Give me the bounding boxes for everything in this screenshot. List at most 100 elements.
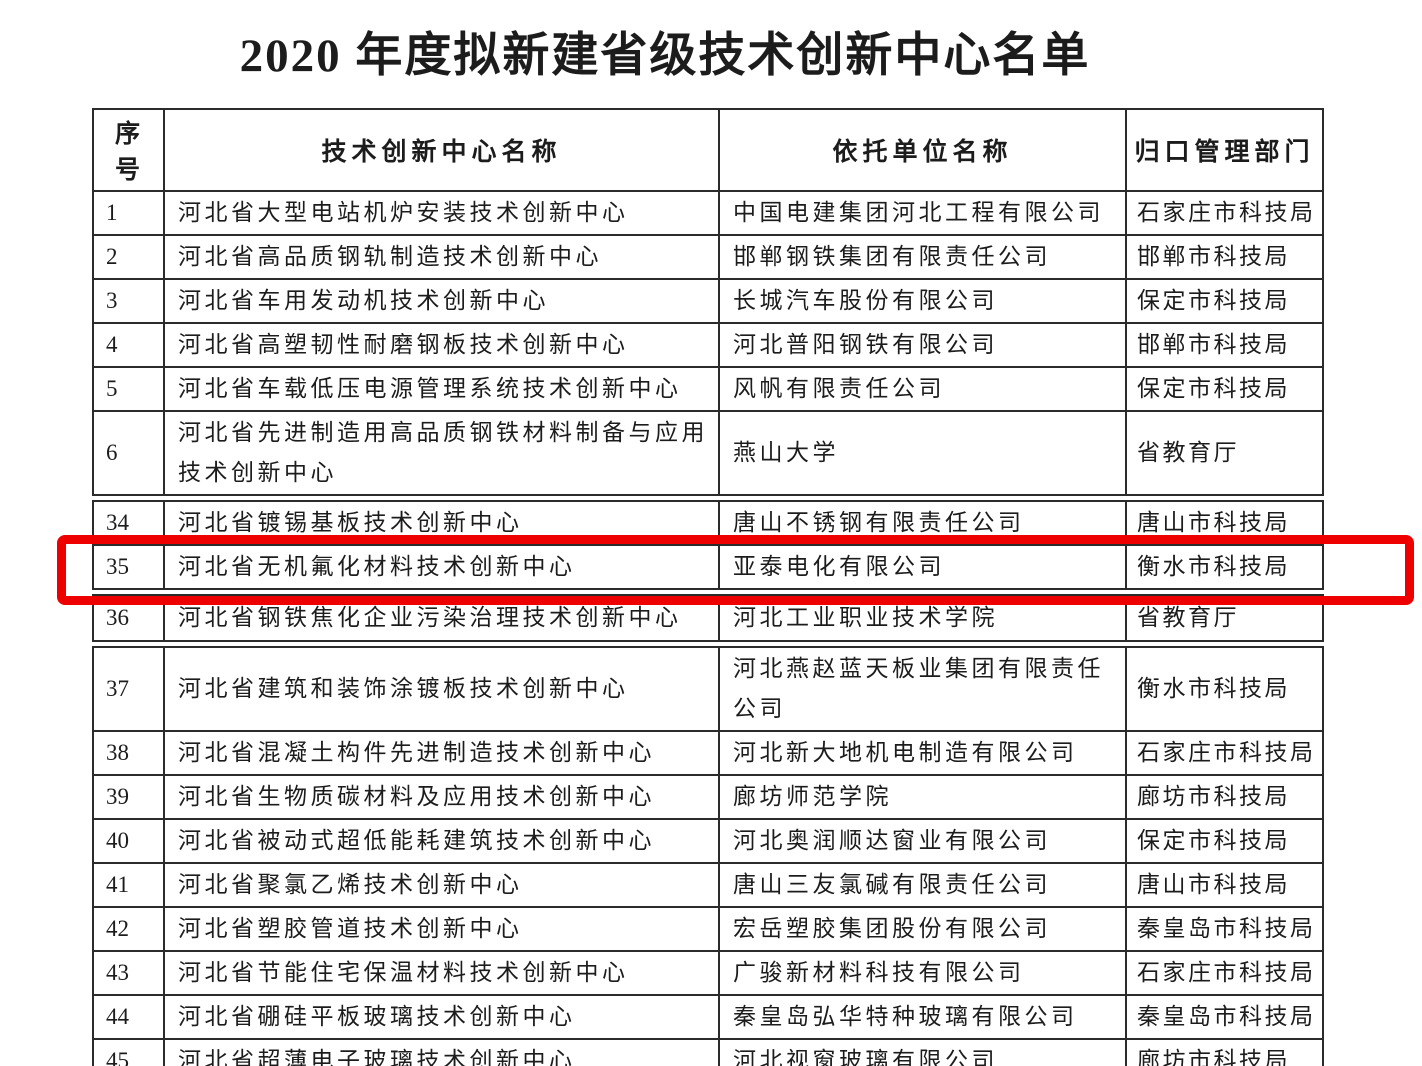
cell-serial-number: 3: [92, 278, 165, 324]
table-section-rows-34-35: 34 河北省镀锡基板技术创新中心 唐山不锈钢有限责任公司 唐山市科技局 35 河…: [92, 500, 1324, 590]
cell-managing-department: 秦皇岛市科技局: [1125, 906, 1324, 952]
table-row: 2 河北省高品质钢轨制造技术创新中心 邯郸钢铁集团有限责任公司 邯郸市科技局: [92, 234, 1324, 280]
cell-managing-department: 廊坊市科技局: [1125, 1038, 1324, 1066]
cell-managing-department: 衡水市科技局: [1125, 544, 1324, 590]
cell-managing-department: 保定市科技局: [1125, 366, 1324, 412]
table-row: 39 河北省生物质碳材料及应用技术创新中心 廊坊师范学院 廊坊市科技局: [92, 774, 1324, 820]
cell-supporting-unit: 河北奥润顺达窗业有限公司: [718, 818, 1127, 864]
table-row: 4 河北省高塑韧性耐磨钢板技术创新中心 河北普阳钢铁有限公司 邯郸市科技局: [92, 322, 1324, 368]
cell-center-name: 河北省车载低压电源管理系统技术创新中心: [163, 366, 720, 412]
cell-center-name: 河北省生物质碳材料及应用技术创新中心: [163, 774, 720, 820]
cell-center-name: 河北省建筑和装饰涂镀板技术创新中心: [163, 646, 720, 732]
cell-center-name: 河北省车用发动机技术创新中心: [163, 278, 720, 324]
cell-serial-number: 41: [92, 862, 165, 908]
table-row: 44 河北省硼硅平板玻璃技术创新中心 秦皇岛弘华特种玻璃有限公司 秦皇岛市科技局: [92, 994, 1324, 1040]
table-row: 42 河北省塑胶管道技术创新中心 宏岳塑胶集团股份有限公司 秦皇岛市科技局: [92, 906, 1324, 952]
cell-serial-number: 45: [92, 1038, 165, 1066]
cell-supporting-unit: 河北普阳钢铁有限公司: [718, 322, 1127, 368]
cell-serial-number: 5: [92, 366, 165, 412]
cell-managing-department: 省教育厅: [1125, 410, 1324, 496]
cell-center-name: 河北省聚氯乙烯技术创新中心: [163, 862, 720, 908]
cell-managing-department: 秦皇岛市科技局: [1125, 994, 1324, 1040]
table-row: 36 河北省钢铁焦化企业污染治理技术创新中心 河北工业职业技术学院 省教育厅: [92, 594, 1324, 642]
table-row: 40 河北省被动式超低能耗建筑技术创新中心 河北奥润顺达窗业有限公司 保定市科技…: [92, 818, 1324, 864]
cell-managing-department: 邯郸市科技局: [1125, 234, 1324, 280]
cell-center-name: 河北省先进制造用高品质钢铁材料制备与应用技术创新中心: [163, 410, 720, 496]
cell-center-name: 河北省被动式超低能耗建筑技术创新中心: [163, 818, 720, 864]
cell-supporting-unit: 宏岳塑胶集团股份有限公司: [718, 906, 1127, 952]
cell-center-name: 河北省混凝土构件先进制造技术创新中心: [163, 730, 720, 776]
cell-supporting-unit: 长城汽车股份有限公司: [718, 278, 1127, 324]
cell-center-name: 河北省硼硅平板玻璃技术创新中心: [163, 994, 720, 1040]
table-row: 41 河北省聚氯乙烯技术创新中心 唐山三友氯碱有限责任公司 唐山市科技局: [92, 862, 1324, 908]
table-row: 5 河北省车载低压电源管理系统技术创新中心 风帆有限责任公司 保定市科技局: [92, 366, 1324, 412]
cell-center-name: 河北省大型电站机炉安装技术创新中心: [163, 190, 720, 236]
table-row: 45 河北省超薄电子玻璃技术创新中心 河北视窗玻璃有限公司 廊坊市科技局: [92, 1038, 1324, 1066]
cell-serial-number: 4: [92, 322, 165, 368]
table-row: 38 河北省混凝土构件先进制造技术创新中心 河北新大地机电制造有限公司 石家庄市…: [92, 730, 1324, 776]
cell-supporting-unit: 秦皇岛弘华特种玻璃有限公司: [718, 994, 1127, 1040]
cell-managing-department: 唐山市科技局: [1125, 862, 1324, 908]
header-center-name: 技术创新中心名称: [163, 108, 720, 192]
header-serial-number: 序号: [92, 108, 165, 192]
cell-center-name: 河北省钢铁焦化企业污染治理技术创新中心: [163, 594, 720, 642]
cell-serial-number: 40: [92, 818, 165, 864]
table-header-row: 序号 技术创新中心名称 依托单位名称 归口管理部门: [92, 108, 1324, 192]
cell-center-name: 河北省节能住宅保温材料技术创新中心: [163, 950, 720, 996]
header-supporting-unit: 依托单位名称: [718, 108, 1127, 192]
cell-managing-department: 衡水市科技局: [1125, 646, 1324, 732]
cell-supporting-unit: 廊坊师范学院: [718, 774, 1127, 820]
cell-supporting-unit: 中国电建集团河北工程有限公司: [718, 190, 1127, 236]
table-row: 34 河北省镀锡基板技术创新中心 唐山不锈钢有限责任公司 唐山市科技局: [92, 500, 1324, 546]
cell-supporting-unit: 燕山大学: [718, 410, 1127, 496]
table-row: 43 河北省节能住宅保温材料技术创新中心 广骏新材料科技有限公司 石家庄市科技局: [92, 950, 1324, 996]
table-section-rows-37-46: 37 河北省建筑和装饰涂镀板技术创新中心 河北燕赵蓝天板业集团有限责任公司 衡水…: [92, 646, 1324, 1066]
cell-managing-department: 唐山市科技局: [1125, 500, 1324, 546]
table-row: 37 河北省建筑和装饰涂镀板技术创新中心 河北燕赵蓝天板业集团有限责任公司 衡水…: [92, 646, 1324, 732]
cell-serial-number: 34: [92, 500, 165, 546]
cell-serial-number: 43: [92, 950, 165, 996]
table-row: 3 河北省车用发动机技术创新中心 长城汽车股份有限公司 保定市科技局: [92, 278, 1324, 324]
cell-managing-department: 石家庄市科技局: [1125, 730, 1324, 776]
innovation-centers-table: 序号 技术创新中心名称 依托单位名称 归口管理部门 1 河北省大型电站机炉安装技…: [92, 108, 1324, 1066]
cell-supporting-unit: 广骏新材料科技有限公司: [718, 950, 1127, 996]
cell-serial-number: 6: [92, 410, 165, 496]
cell-serial-number: 39: [92, 774, 165, 820]
cell-center-name: 河北省塑胶管道技术创新中心: [163, 906, 720, 952]
table-row: 35 河北省无机氟化材料技术创新中心 亚泰电化有限公司 衡水市科技局: [92, 544, 1324, 590]
cell-center-name: 河北省无机氟化材料技术创新中心: [163, 544, 720, 590]
cell-supporting-unit: 河北燕赵蓝天板业集团有限责任公司: [718, 646, 1127, 732]
cell-serial-number: 37: [92, 646, 165, 732]
cell-supporting-unit: 唐山不锈钢有限责任公司: [718, 500, 1127, 546]
cell-serial-number: 35: [92, 544, 165, 590]
cell-center-name: 河北省高品质钢轨制造技术创新中心: [163, 234, 720, 280]
cell-supporting-unit: 河北视窗玻璃有限公司: [718, 1038, 1127, 1066]
table-row: 1 河北省大型电站机炉安装技术创新中心 中国电建集团河北工程有限公司 石家庄市科…: [92, 190, 1324, 236]
cell-managing-department: 廊坊市科技局: [1125, 774, 1324, 820]
cell-managing-department: 保定市科技局: [1125, 818, 1324, 864]
cell-serial-number: 36: [92, 594, 165, 642]
table-section-row-36-highlighted: 36 河北省钢铁焦化企业污染治理技术创新中心 河北工业职业技术学院 省教育厅: [92, 594, 1324, 642]
table-row: 6 河北省先进制造用高品质钢铁材料制备与应用技术创新中心 燕山大学 省教育厅: [92, 410, 1324, 496]
cell-managing-department: 邯郸市科技局: [1125, 322, 1324, 368]
cell-serial-number: 1: [92, 190, 165, 236]
cell-managing-department: 保定市科技局: [1125, 278, 1324, 324]
cell-supporting-unit: 河北新大地机电制造有限公司: [718, 730, 1127, 776]
cell-center-name: 河北省镀锡基板技术创新中心: [163, 500, 720, 546]
cell-serial-number: 44: [92, 994, 165, 1040]
header-managing-department: 归口管理部门: [1125, 108, 1324, 192]
cell-managing-department: 石家庄市科技局: [1125, 950, 1324, 996]
cell-serial-number: 42: [92, 906, 165, 952]
cell-serial-number: 38: [92, 730, 165, 776]
page-title: 2020 年度拟新建省级技术创新中心名单: [239, 30, 1091, 82]
cell-supporting-unit: 邯郸钢铁集团有限责任公司: [718, 234, 1127, 280]
cell-supporting-unit: 河北工业职业技术学院: [718, 594, 1127, 642]
cell-supporting-unit: 风帆有限责任公司: [718, 366, 1127, 412]
cell-managing-department: 石家庄市科技局: [1125, 190, 1324, 236]
cell-serial-number: 2: [92, 234, 165, 280]
cell-supporting-unit: 唐山三友氯碱有限责任公司: [718, 862, 1127, 908]
cell-supporting-unit: 亚泰电化有限公司: [718, 544, 1127, 590]
cell-managing-department: 省教育厅: [1125, 594, 1324, 642]
cell-center-name: 河北省超薄电子玻璃技术创新中心: [163, 1038, 720, 1066]
